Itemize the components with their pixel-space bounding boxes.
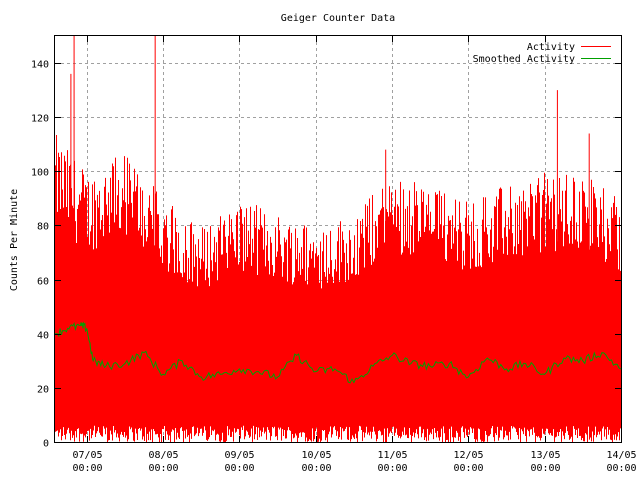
x-tick-label-time: 00:00 xyxy=(148,463,178,474)
y-tick-label: 0 xyxy=(43,439,49,450)
activity-series xyxy=(55,36,622,442)
legend-label-activity: Activity xyxy=(527,42,575,53)
x-tick-label-time: 00:00 xyxy=(224,463,254,474)
smoothed-activity-series xyxy=(55,321,622,384)
chart-title: Geiger Counter Data xyxy=(281,13,395,24)
x-tick-label-date: 09/05 xyxy=(224,450,254,461)
y-tick-label: 140 xyxy=(31,60,49,71)
legend-label-smoothed-activity: Smoothed Activity xyxy=(473,54,575,65)
y-tick-label: 60 xyxy=(37,277,49,288)
x-tick-label-time: 00:00 xyxy=(377,463,407,474)
y-tick-label: 100 xyxy=(31,168,49,179)
x-tick-label-time: 00:00 xyxy=(606,463,636,474)
y-tick-label: 20 xyxy=(37,385,49,396)
y-tick-label: 80 xyxy=(37,222,49,233)
y-tick-label: 40 xyxy=(37,331,49,342)
x-tick-label-time: 00:00 xyxy=(453,463,483,474)
x-tick-label-time: 00:00 xyxy=(530,463,560,474)
x-tick-label-date: 07/05 xyxy=(72,450,102,461)
x-tick-label-date: 14/05 xyxy=(606,450,636,461)
axis-ticks: 0 20 40 60 80 100 120 140 07/05 00:00 08/05 00:00 09… xyxy=(31,36,637,474)
y-tick-label: 120 xyxy=(31,114,49,125)
x-tick-label-date: 12/05 xyxy=(453,450,483,461)
activity-line xyxy=(55,135,622,442)
plot-border xyxy=(54,35,622,443)
x-tick-label-date: 10/05 xyxy=(301,450,331,461)
x-tick-label-time: 00:00 xyxy=(301,463,331,474)
x-tick-label-date: 13/05 xyxy=(530,450,560,461)
x-tick-label-date: 11/05 xyxy=(377,450,407,461)
x-tick-label-time: 00:00 xyxy=(72,463,102,474)
smoothed-activity-line xyxy=(55,321,622,384)
legend: Activity Smoothed Activity xyxy=(473,42,611,65)
x-tick-label-date: 08/05 xyxy=(148,450,178,461)
y-axis-label: Counts Per Minute xyxy=(9,189,20,291)
